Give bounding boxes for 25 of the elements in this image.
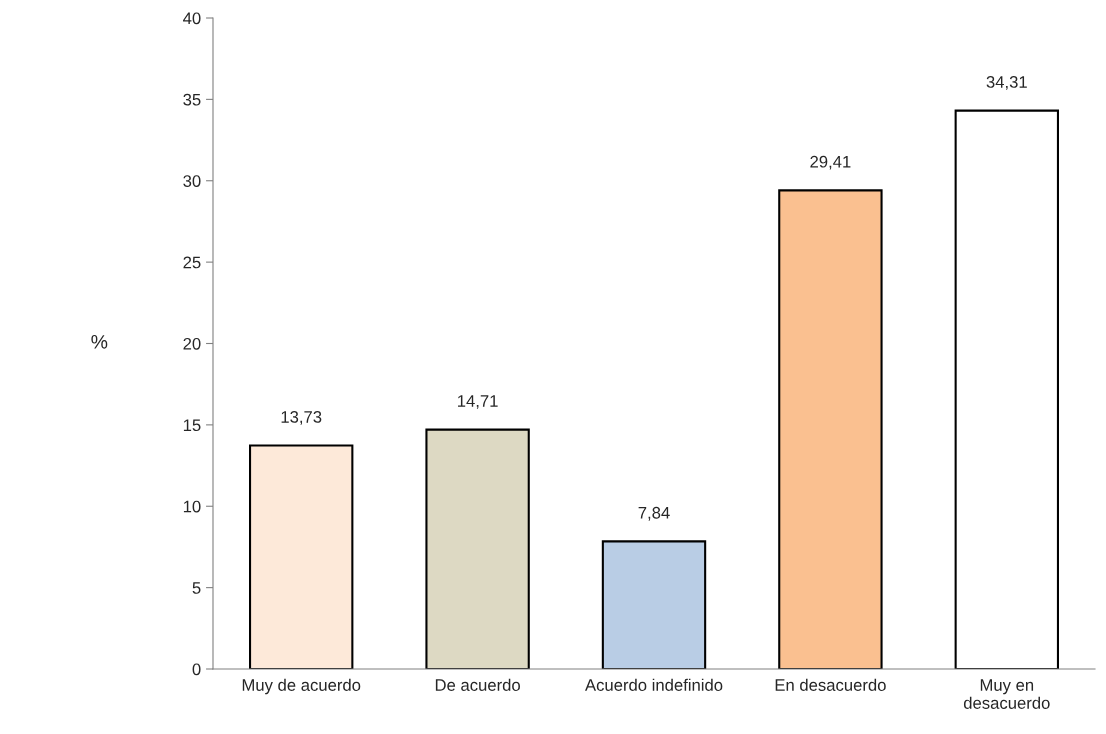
data-label: 34,31 — [986, 76, 1027, 90]
bar — [425, 428, 530, 669]
y-tick-label: 30 — [183, 175, 201, 187]
x-tick-label: Muy de acuerdo — [242, 678, 361, 695]
y-tick-label: 20 — [183, 337, 201, 350]
data-label: 14,71 — [458, 395, 498, 409]
bar — [954, 109, 1059, 669]
data-label: 29,41 — [810, 155, 851, 170]
y-tick-label: 15 — [183, 419, 201, 432]
x-tick-label: En desacuerdo — [775, 678, 886, 691]
y-tick-label: 10 — [183, 500, 201, 513]
x-tick-label: Acuerdo indefinido — [585, 678, 723, 691]
bar — [778, 189, 883, 669]
y-tick-label: 25 — [183, 256, 201, 269]
bar — [601, 540, 707, 669]
y-tick-label: 35 — [183, 93, 201, 106]
data-label: 7,84 — [638, 506, 670, 521]
y-tick-label: 5 — [192, 582, 201, 594]
bar — [249, 444, 354, 669]
y-tick-label: 0 — [192, 663, 201, 676]
data-label: 13,73 — [281, 411, 322, 425]
x-tick-label: De acuerdo — [435, 678, 520, 691]
y-axis-title: % — [91, 335, 108, 349]
y-tick-label: 40 — [183, 12, 201, 25]
x-tick-label: Muy en desacuerdo — [963, 679, 1050, 709]
